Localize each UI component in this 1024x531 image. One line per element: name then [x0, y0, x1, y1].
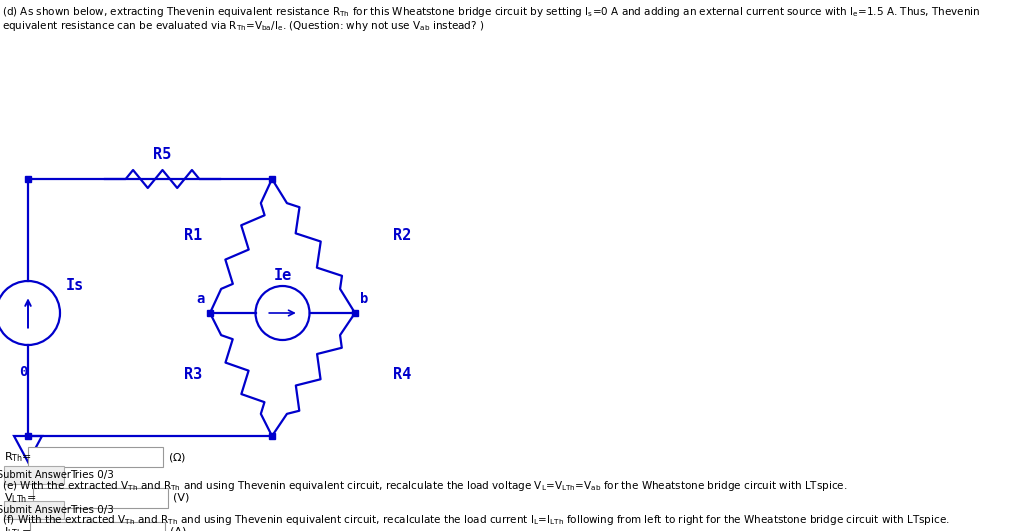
Text: Submit Answer: Submit Answer	[0, 505, 71, 515]
Text: Submit Answer: Submit Answer	[0, 470, 71, 480]
Text: b: b	[360, 292, 369, 306]
Text: (f) With the extracted V$_{\rm Th}$ and R$_{\rm Th}$ and using Thevenin equivale: (f) With the extracted V$_{\rm Th}$ and …	[2, 513, 949, 527]
Text: equivalent resistance can be evaluated via R$_{\rm Th}$=V$_{\rm ba}$/I$_{\rm e}$: equivalent resistance can be evaluated v…	[2, 19, 484, 33]
Text: R5: R5	[154, 147, 172, 162]
Text: Ie: Ie	[273, 268, 292, 283]
Text: 0: 0	[18, 365, 28, 379]
Text: (d) As shown below, extracting Thevenin equivalent resistance R$_{\rm Th}$ for t: (d) As shown below, extracting Thevenin …	[2, 5, 980, 19]
Text: R$_{\rm Th}$=: R$_{\rm Th}$=	[4, 450, 32, 464]
Text: (V): (V)	[173, 493, 189, 503]
Bar	[4, 466, 63, 484]
Text: R2: R2	[393, 228, 412, 244]
Bar	[33, 488, 168, 508]
Text: (A): (A)	[170, 527, 186, 531]
Text: I$_{\rm LTh}$=: I$_{\rm LTh}$=	[4, 525, 32, 531]
Text: (e) With the extracted V$_{\rm Th}$ and R$_{\rm Th}$ and using Thevenin equivale: (e) With the extracted V$_{\rm Th}$ and …	[2, 479, 848, 493]
Text: ($\Omega$): ($\Omega$)	[168, 450, 186, 464]
Text: V$_{\rm LTh}$=: V$_{\rm LTh}$=	[4, 491, 36, 505]
Text: Tries 0/3: Tries 0/3	[70, 505, 114, 515]
Text: R3: R3	[183, 367, 202, 382]
Bar	[4, 501, 63, 519]
Text: Tries 0/3: Tries 0/3	[70, 470, 114, 480]
Text: R4: R4	[393, 367, 412, 382]
Bar	[30, 522, 165, 531]
Text: Is: Is	[66, 278, 84, 293]
Bar	[28, 447, 163, 467]
Text: R1: R1	[183, 228, 202, 244]
Text: a: a	[197, 292, 205, 306]
